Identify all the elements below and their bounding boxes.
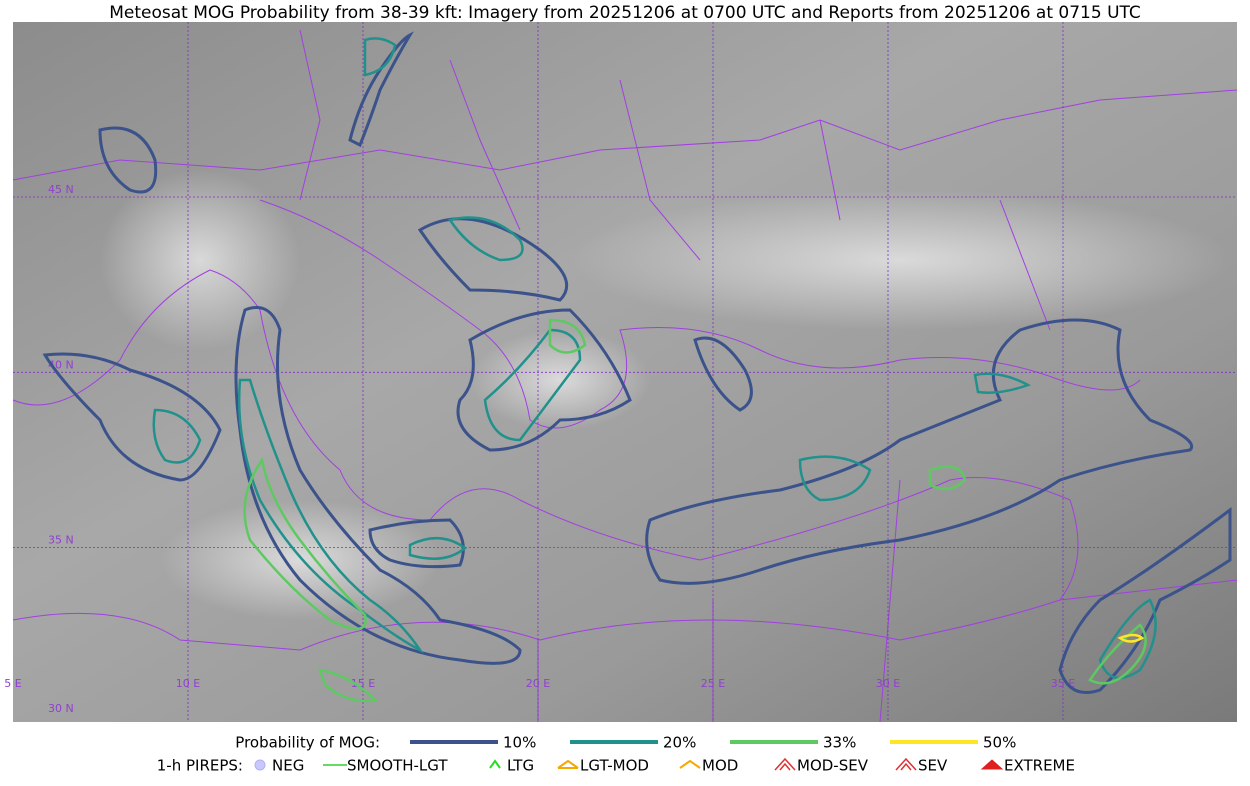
contour-10 [456,308,632,452]
pirep-icon [254,759,266,771]
lon-label: 25 E [701,677,725,690]
title: Meteosat MOG Probability from 38-39 kft:… [109,3,1141,23]
pirep-symbol [895,757,917,771]
lon-label: 30 E [876,677,900,690]
border [12,29,1238,723]
contour-50 [1117,633,1145,643]
lon-label: 5 E [4,677,21,690]
legend-title: Probability of MOG: [235,734,380,752]
contour-10 [1058,507,1232,694]
legend-title: 1-h PIREPS: [157,757,243,775]
pirep-icon [774,757,796,771]
pirep-icon [679,759,701,769]
legend-label: SMOOTH-LGT [347,757,448,775]
legend-label: LTG [507,757,534,775]
contour-20 [973,372,1032,394]
contour-20 [408,537,468,560]
contour-20 [237,378,424,654]
legend-label: MOD-SEV [797,757,869,775]
contour-20 [152,408,202,464]
pirep-icon [489,759,501,769]
pirep-symbol [254,759,266,771]
contour-10 [234,306,522,665]
legend: Probability of MOG: 1-h PIREPS: 10% 20% 33… [157,734,1075,775]
pirep-symbol [774,757,796,771]
contour-10 [98,126,158,194]
lon-label: 15 E [351,677,375,690]
cloud [570,190,1230,330]
contour-33 [548,318,587,354]
contour-20 [798,455,872,502]
contour-33 [318,668,378,703]
lon-label: 20 E [526,677,550,690]
pirep-symbol [679,759,701,769]
contour-10 [348,31,414,148]
contour-10 [368,518,465,569]
coastline [259,199,1141,429]
legend-label: 20% [663,734,696,752]
legend-label: 33% [823,734,856,752]
pirep-symbol [489,759,501,769]
legend-label: SEV [918,757,948,775]
contour-10 [693,336,753,412]
lat-label: 30 N [48,702,74,715]
contour-20 [447,216,524,262]
lat-label: 35 N [48,534,74,547]
pirep-icon [895,757,917,771]
contour-20 [363,37,397,77]
legend-label: NEG [272,757,304,775]
legend-label: 50% [983,734,1016,752]
lon-label: 10 E [176,677,200,690]
contour-10 [42,352,222,482]
contour-20 [483,328,582,442]
coastline [12,269,1079,651]
contour-10 [417,217,569,302]
pirep-icon [980,759,1004,770]
contour-33 [243,456,367,630]
contour-33 [1088,623,1147,685]
pirep-symbol [980,759,1004,770]
legend-label: EXTREME [1004,757,1075,775]
lat-label: 45 N [48,183,74,196]
legend-label: MOD [702,757,738,775]
pirep-icon [557,759,579,769]
contour-20 [1098,598,1157,680]
legend-label: LGT-MOD [580,757,649,775]
contour-10 [645,318,1194,585]
contour-33 [928,465,967,491]
cloud [100,170,300,350]
pirep-symbol [557,759,579,769]
cloud [160,500,440,620]
legend-label: 10% [503,734,536,752]
